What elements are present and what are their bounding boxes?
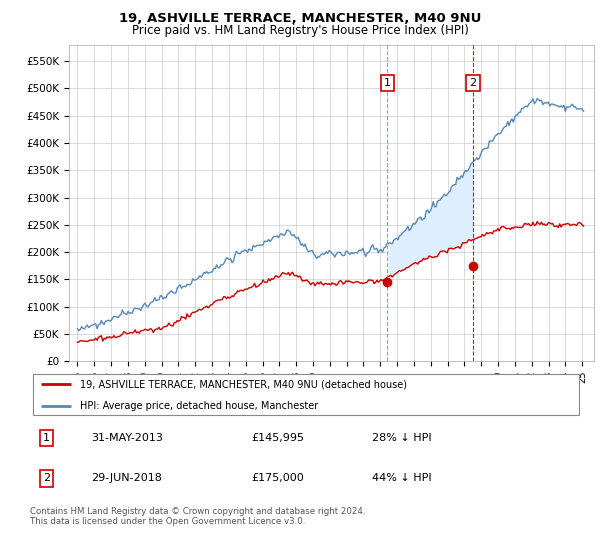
Text: 19, ASHVILLE TERRACE, MANCHESTER, M40 9NU (detached house): 19, ASHVILLE TERRACE, MANCHESTER, M40 9N…: [80, 379, 407, 389]
Text: £175,000: £175,000: [251, 473, 304, 483]
Text: 1: 1: [43, 433, 50, 443]
Text: 31-MAY-2013: 31-MAY-2013: [91, 433, 163, 443]
FancyBboxPatch shape: [33, 374, 579, 415]
Text: Price paid vs. HM Land Registry's House Price Index (HPI): Price paid vs. HM Land Registry's House …: [131, 24, 469, 36]
Text: £145,995: £145,995: [251, 433, 304, 443]
Text: 1: 1: [384, 78, 391, 88]
Text: 29-JUN-2018: 29-JUN-2018: [91, 473, 161, 483]
Text: 19, ASHVILLE TERRACE, MANCHESTER, M40 9NU: 19, ASHVILLE TERRACE, MANCHESTER, M40 9N…: [119, 12, 481, 25]
Text: 2: 2: [469, 78, 476, 88]
Text: 2: 2: [43, 473, 50, 483]
Text: 28% ↓ HPI: 28% ↓ HPI: [372, 433, 432, 443]
Text: HPI: Average price, detached house, Manchester: HPI: Average price, detached house, Manc…: [80, 401, 318, 410]
Text: Contains HM Land Registry data © Crown copyright and database right 2024.
This d: Contains HM Land Registry data © Crown c…: [30, 507, 365, 526]
Text: 44% ↓ HPI: 44% ↓ HPI: [372, 473, 432, 483]
